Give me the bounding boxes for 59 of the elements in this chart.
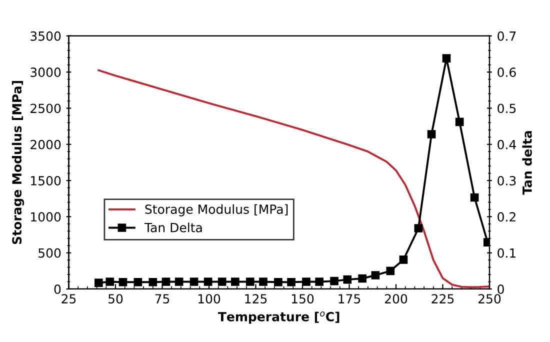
point — [455, 118, 464, 126]
point — [302, 278, 310, 286]
point — [358, 274, 367, 283]
point — [399, 256, 408, 264]
point — [315, 278, 324, 286]
point — [274, 278, 282, 286]
x-tick-label: 225 — [432, 294, 454, 304]
point — [190, 278, 198, 286]
y2-tick-label: 0 — [498, 284, 504, 294]
y-tick-label: 2500 — [30, 104, 61, 114]
y-tick-label: 3500 — [30, 31, 61, 41]
y2-tick-label: 0.4 — [498, 140, 516, 150]
x-tick-label: 200 — [384, 294, 408, 304]
point — [134, 278, 142, 286]
point — [330, 276, 338, 286]
point — [106, 278, 114, 286]
y-tick-label: 3000 — [30, 68, 61, 77]
y-tick-label: 0 — [54, 284, 61, 294]
x-tick-label: 125 — [245, 294, 267, 304]
point — [204, 278, 212, 286]
x-tick-label: 25 — [62, 294, 76, 304]
point — [343, 275, 352, 284]
point — [174, 278, 184, 286]
point — [287, 278, 296, 286]
point — [470, 193, 479, 202]
y-axis-title: Storage Modulus [MPa] — [12, 81, 24, 244]
x-tick-label: 150 — [292, 294, 314, 304]
y-tick-label: 2000 — [30, 140, 61, 150]
y-tick-label: 1500 — [31, 176, 61, 186]
y2-tick-label: 0.3 — [498, 176, 516, 186]
point — [148, 278, 158, 286]
point — [118, 278, 128, 286]
x-axis-title: Temperature [$^{o}$C] — [218, 312, 340, 324]
y-tick-label: 1000 — [31, 212, 61, 222]
point — [94, 278, 103, 288]
point — [162, 278, 170, 286]
legend-label: Storage Modulus [MPa] — [145, 204, 288, 216]
y2-tick-label: 0.2 — [498, 212, 516, 222]
y-tick-label: 500 — [38, 248, 61, 258]
x-tick-label: 175 — [338, 294, 360, 304]
point — [259, 278, 268, 286]
y2-tick-label: 0.7 — [498, 31, 516, 41]
point — [218, 278, 226, 286]
point — [246, 278, 254, 286]
y2-tick-label: 0.5 — [498, 104, 516, 114]
y2-tick-label: 0.1 — [498, 248, 516, 258]
point — [442, 54, 451, 62]
x-tick-label: 250 — [478, 294, 501, 304]
y2-tick-label: 0.6 — [498, 68, 516, 77]
point — [427, 130, 436, 138]
x-tick-label: 100 — [198, 294, 220, 304]
legend-label: Tan Delta — [144, 222, 202, 232]
point — [231, 278, 240, 286]
point — [414, 224, 423, 232]
point — [371, 271, 380, 280]
x-tick-label: 50 — [108, 294, 123, 304]
point — [386, 266, 395, 276]
y2-axis-title: Tan delta — [522, 131, 532, 195]
x-tick-label: 75 — [155, 294, 170, 304]
